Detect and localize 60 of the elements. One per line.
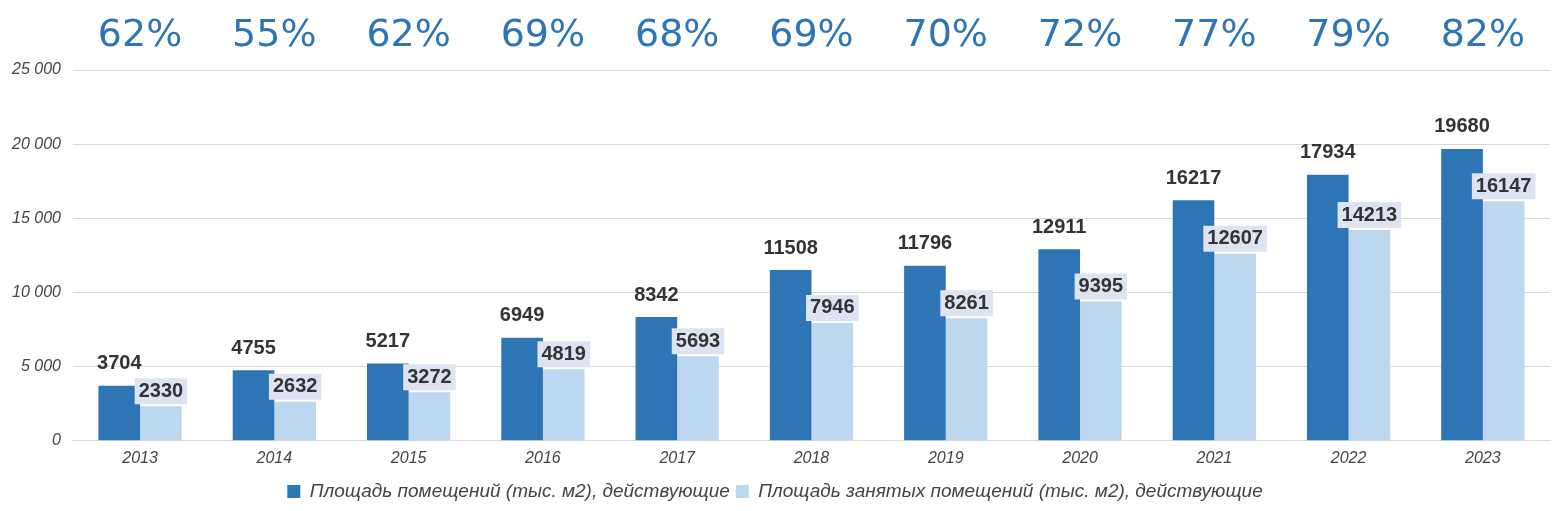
bar: [232, 370, 275, 441]
bar: [904, 265, 946, 441]
bar: [98, 385, 141, 441]
legend-label: Площадь помещений (тыс. м2), действующие: [309, 479, 730, 501]
x-tick-label: 2014: [255, 448, 293, 466]
data-label: 17934: [1299, 140, 1357, 163]
data-label: 2632: [272, 374, 318, 397]
text: 77%: [1172, 10, 1257, 55]
text: 72%: [1037, 10, 1123, 55]
bar: [635, 317, 678, 441]
data-label: 7946: [810, 295, 855, 318]
data-label: 8261: [944, 290, 989, 313]
data-label: 8342: [634, 282, 679, 305]
data-label: 9395: [1078, 273, 1124, 296]
data-label: 5217: [365, 328, 411, 351]
data-label: 4755: [231, 335, 276, 358]
data-label: 16217: [1165, 165, 1222, 188]
data-label: 12607: [1207, 226, 1263, 249]
text: 68%: [634, 10, 720, 55]
text: 82%: [1440, 10, 1526, 55]
data-label: 14213: [1341, 202, 1398, 225]
data-label: 3272: [407, 364, 452, 387]
text: 62%: [366, 10, 451, 55]
text: 70%: [903, 10, 988, 55]
x-tick-label: 2023: [1464, 448, 1501, 466]
x-tick-label: 2021: [1195, 448, 1233, 466]
data-label: 11508: [763, 235, 818, 258]
bar: [769, 270, 812, 441]
x-tick-label: 2022: [1329, 448, 1367, 466]
y-tick-label: 20 000: [11, 134, 62, 152]
x-tick-label: 2018: [792, 448, 830, 466]
x-tick-label: 2017: [658, 448, 697, 466]
text: 55%: [232, 10, 317, 55]
text: 79%: [1306, 10, 1391, 55]
y-tick-label: 10 000: [12, 282, 62, 300]
x-tick-label: 2013: [121, 448, 158, 466]
x-tick-label: 2020: [1061, 448, 1098, 466]
data-label: 12911: [1031, 214, 1087, 237]
legend-label: Площадь занятых помещений (тыс. м2), действующие: [758, 479, 1263, 501]
text: 62%: [97, 10, 183, 55]
bar: [501, 337, 543, 441]
y-tick-label: 5 000: [20, 357, 62, 375]
data-label: 11796: [897, 231, 953, 254]
data-label: 16147: [1475, 173, 1532, 196]
data-label: 2330: [138, 378, 184, 401]
data-label: 4819: [541, 341, 586, 364]
x-tick-label: 2019: [926, 448, 964, 466]
y-tick-label: 25 000: [11, 60, 62, 78]
data-label: 3704: [97, 351, 143, 374]
data-label: 5693: [675, 328, 721, 351]
x-tick-label: 2015: [389, 448, 427, 466]
bar: [367, 363, 409, 441]
data-label: 19680: [1434, 114, 1490, 137]
text: 69%: [769, 10, 854, 55]
bar: [1038, 249, 1081, 441]
y-tick-label: 15 000: [12, 208, 62, 226]
y-tick-label: 0: [52, 431, 62, 449]
x-tick-label: 2016: [524, 448, 561, 466]
text: 69%: [500, 10, 586, 55]
data-label: 6949: [499, 303, 545, 326]
